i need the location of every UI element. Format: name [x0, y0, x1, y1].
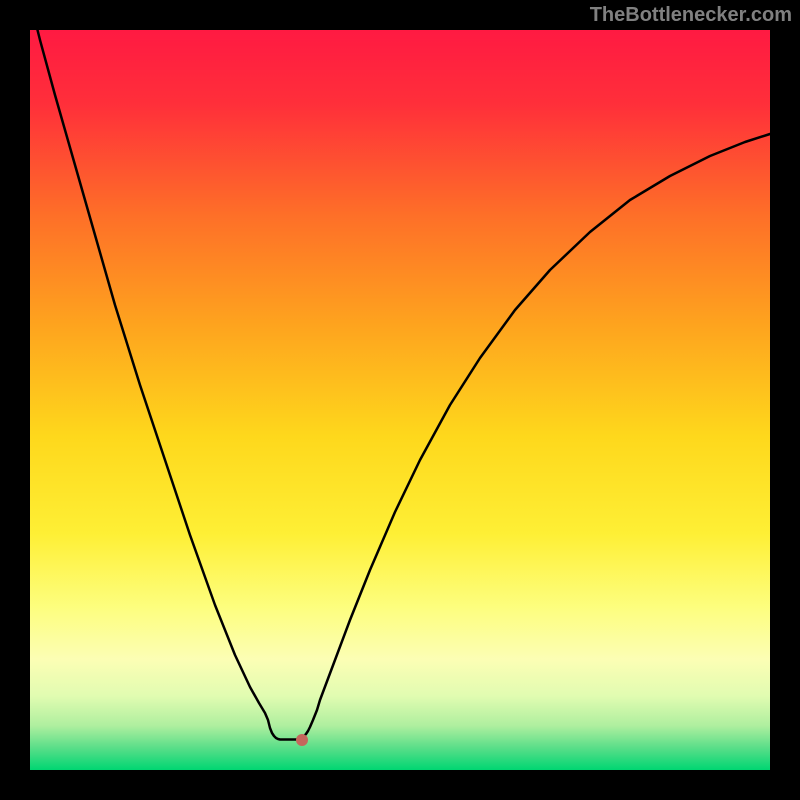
minimum-marker	[296, 734, 308, 746]
bottleneck-curve	[30, 0, 770, 740]
chart-container: TheBottlenecker.com	[0, 0, 800, 800]
curve-layer	[0, 0, 800, 800]
watermark-text: TheBottlenecker.com	[590, 4, 792, 27]
